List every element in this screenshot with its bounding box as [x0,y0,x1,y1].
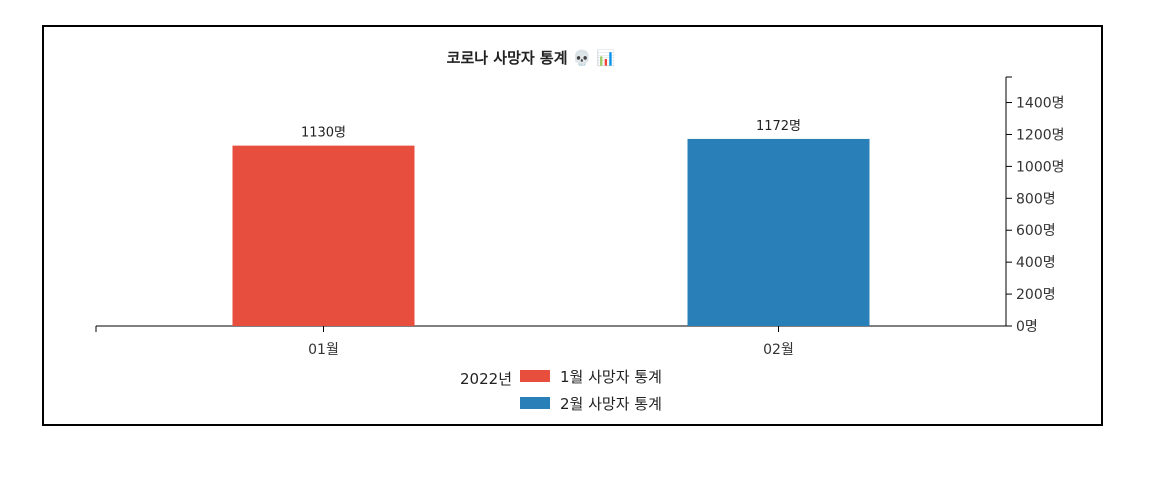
legend-swatch [520,370,550,382]
x-tick-label: 02월 [763,342,794,358]
x-tick-label: 01월 [308,342,339,358]
legend-entry-label: 2월 사망자 통계 [560,395,662,413]
chart-frame: 코로나 사망자 통계 💀 📊 0명 200명 400명 600명 800명 1000명 12… [42,25,1103,426]
y-tick-label: 200명 [1016,287,1056,303]
y-tick-label: 1000명 [1016,159,1065,175]
y-tick-label: 600명 [1016,223,1056,239]
bar-1 [232,145,415,326]
bar-chart: 코로나 사망자 통계 💀 📊 0명 200명 400명 600명 800명 1000명 12… [95,49,1065,413]
chart-title: 코로나 사망자 통계 💀 📊 [447,49,616,67]
y-tick-label: 1400명 [1016,96,1065,112]
bar-data-label: 1130명 [301,126,346,141]
y-tick-label: 800명 [1016,191,1056,207]
plot-area: 0명 200명 400명 600명 800명 1000명 1200명 1400명 1130명 01… [95,76,1065,358]
y-tick-label: 1200명 [1016,127,1065,143]
y-tick-label: 0명 [1016,319,1038,335]
legend-title: 2022년 [460,370,512,388]
bar-data-label: 1172명 [756,119,801,134]
legend-swatch [520,397,550,409]
bar-2 [687,138,870,326]
y-tick-label: 400명 [1016,255,1056,271]
legend: 2022년 1월 사망자 통계 2월 사망자 통계 [460,368,662,413]
legend-entry-label: 1월 사망자 통계 [560,368,662,386]
